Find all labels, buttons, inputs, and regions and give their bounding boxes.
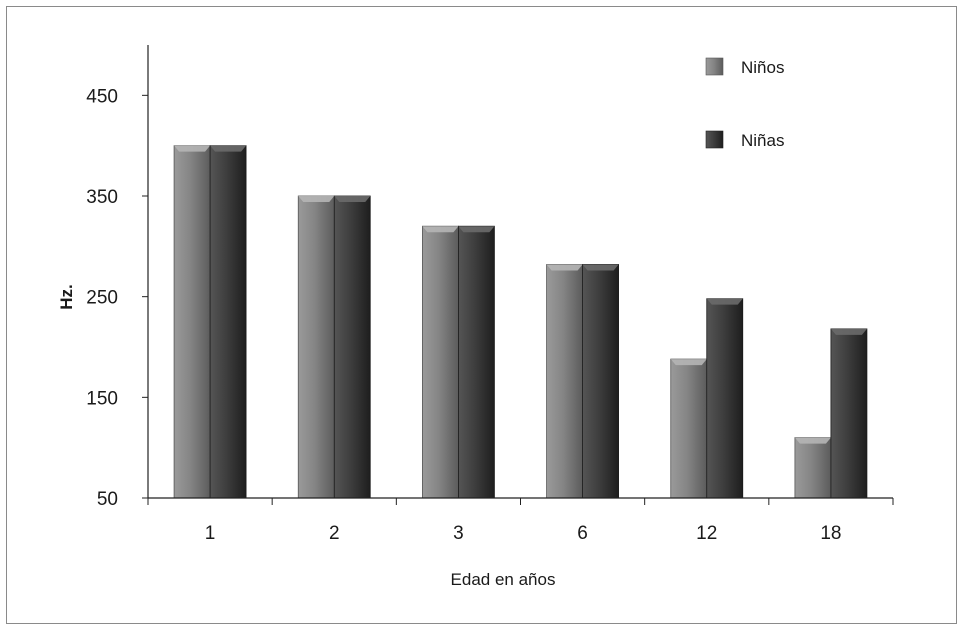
bar-ninos-3 <box>422 225 459 499</box>
bar-body <box>670 358 708 499</box>
x-tick-label: 2 <box>329 523 340 544</box>
bar-body <box>297 195 335 499</box>
y-axis-title: Hz. <box>57 284 76 310</box>
legend-swatch-ninos <box>705 57 724 76</box>
bar-top-bevel <box>670 359 707 366</box>
bar-body <box>458 225 495 499</box>
y-tick-label: 350 <box>86 187 118 208</box>
x-tick-label: 18 <box>820 523 841 544</box>
bar-ninos-18 <box>794 437 832 499</box>
bar-ninos-1 <box>173 145 211 499</box>
y-tick-label: 450 <box>86 86 118 107</box>
bar-body <box>209 145 247 499</box>
bar-ninas-1 <box>209 145 247 499</box>
bar-top-bevel <box>422 226 459 233</box>
bar-ninas-18 <box>830 328 868 499</box>
x-tick-label: 1 <box>205 523 216 544</box>
bar-top-bevel <box>298 196 335 202</box>
bar-ninos-6 <box>546 264 583 499</box>
bar-top-bevel <box>174 145 211 152</box>
bar-top-bevel <box>458 226 495 233</box>
bar-ninas-6 <box>582 264 619 499</box>
bar-body <box>706 298 744 499</box>
bar-body <box>422 225 459 499</box>
bar-top-bevel <box>582 264 619 271</box>
bar-body <box>794 437 832 499</box>
bars-layer <box>173 145 868 499</box>
bar-top-bevel <box>706 298 743 305</box>
bar-ninas-12 <box>706 298 744 499</box>
bar-ninos-2 <box>297 195 335 499</box>
bar-top-bevel <box>546 264 583 271</box>
x-axis-title: Edad en años <box>451 570 556 589</box>
x-tick-label: 12 <box>696 523 717 544</box>
bar-body <box>173 145 211 499</box>
x-tick-label: 6 <box>577 523 588 544</box>
legend: Niños Niñas <box>705 57 784 150</box>
axes-layer <box>147 45 893 499</box>
bar-body <box>582 264 619 499</box>
bar-ninas-3 <box>458 225 495 499</box>
y-tick-label: 150 <box>86 388 118 409</box>
bar-ninas-2 <box>333 195 371 499</box>
x-tick-label: 3 <box>453 523 464 544</box>
bar-body <box>333 195 371 499</box>
legend-label-ninas: Niñas <box>741 131 784 150</box>
bar-top-bevel <box>794 437 831 444</box>
legend-label-ninos: Niños <box>741 58 784 77</box>
bar-body <box>830 328 868 499</box>
y-tick-label: 50 <box>97 489 118 510</box>
bar-top-bevel <box>830 328 867 335</box>
legend-swatch-ninas <box>705 130 724 149</box>
bar-top-bevel <box>334 196 371 202</box>
bar-ninos-12 <box>670 358 708 499</box>
bar-top-bevel <box>210 145 247 152</box>
bar-body <box>546 264 583 499</box>
y-tick-label: 250 <box>86 288 118 309</box>
